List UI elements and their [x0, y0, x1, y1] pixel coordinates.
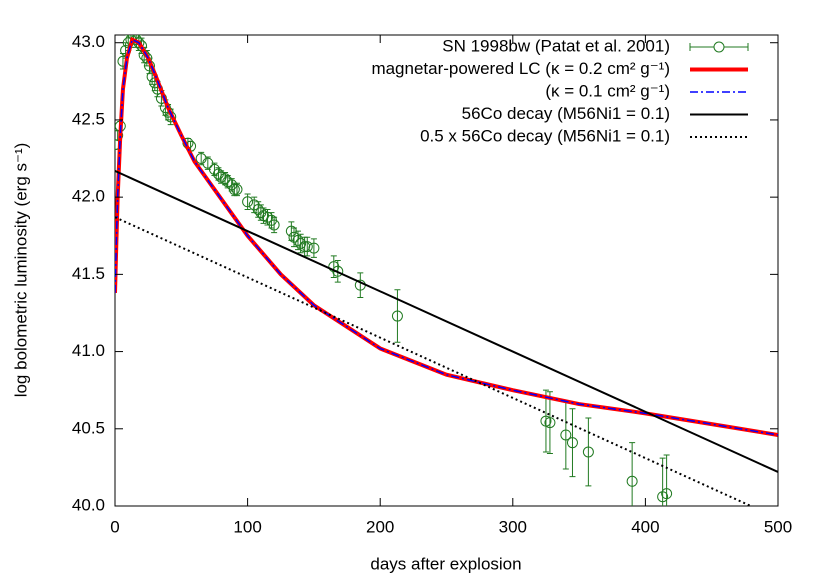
data-point [582, 446, 594, 458]
plot-frame [114, 34, 779, 507]
error-bar [542, 389, 549, 453]
error-bar [357, 272, 364, 299]
legend-label: 0.5 x 56Co decay (M56Ni1 = 0.1) [420, 126, 670, 145]
data-point [560, 429, 572, 441]
data-point [301, 241, 313, 253]
x-tick-label: 0 [110, 517, 119, 536]
y-tick-label: 41.0 [72, 341, 105, 360]
y-tick-label: 40.5 [72, 418, 105, 437]
data-point [544, 417, 556, 429]
data-point [288, 231, 300, 243]
error-bar [115, 139, 118, 150]
model-line [115, 169, 778, 473]
x-tick-label: 100 [233, 517, 261, 536]
error-bar [304, 236, 311, 257]
data-point [268, 219, 280, 231]
model-line [115, 36, 778, 437]
x-tick-label: 500 [764, 517, 792, 536]
y-tick-label: 41.5 [72, 264, 105, 283]
y-tick-label: 40.0 [72, 495, 105, 514]
y-tick-label: 42.5 [72, 109, 105, 128]
model-line [115, 216, 754, 506]
data-point [295, 237, 307, 249]
error-bar [663, 454, 670, 506]
y-axis-label: log bolometric luminosity (erg s⁻¹) [11, 143, 30, 398]
legend-label: magnetar-powered LC (κ = 0.2 cm² g⁻¹) [371, 59, 670, 78]
data-point [566, 437, 578, 449]
data-point [657, 491, 669, 503]
x-tick-label: 200 [366, 517, 394, 536]
error-bar [562, 400, 569, 470]
y-tick-label: 43.0 [72, 32, 105, 51]
plot-area [115, 35, 778, 506]
x-tick-label: 300 [499, 517, 527, 536]
legend-label: 56Co decay (M56Ni1 = 0.1) [462, 104, 670, 123]
legend-label: SN 1998bw (Patat et al. 2001) [442, 36, 670, 55]
error-bar [233, 182, 240, 197]
x-tick-label: 400 [631, 517, 659, 536]
data-point [661, 488, 673, 500]
error-bar [585, 417, 592, 487]
x-axis-label: days after explosion [370, 554, 521, 573]
error-bar [310, 238, 317, 258]
data-point [292, 234, 304, 246]
legend: SN 1998bw (Patat et al. 2001) magnetar-po… [371, 36, 749, 145]
error-bar [569, 408, 576, 478]
error-bar [546, 391, 553, 454]
data-point [222, 176, 234, 188]
y-tick-label: 42.0 [72, 187, 105, 206]
data-point [332, 265, 344, 277]
data-point [228, 183, 240, 195]
error-bar [629, 442, 636, 506]
legend-swatch [713, 41, 725, 53]
data-point [308, 242, 320, 254]
data-point [231, 183, 243, 195]
data-point [626, 475, 638, 487]
model-line [115, 38, 778, 436]
data-point [391, 310, 403, 322]
legend-label: (κ = 0.1 cm² g⁻¹) [545, 81, 670, 100]
data-point [242, 196, 254, 208]
